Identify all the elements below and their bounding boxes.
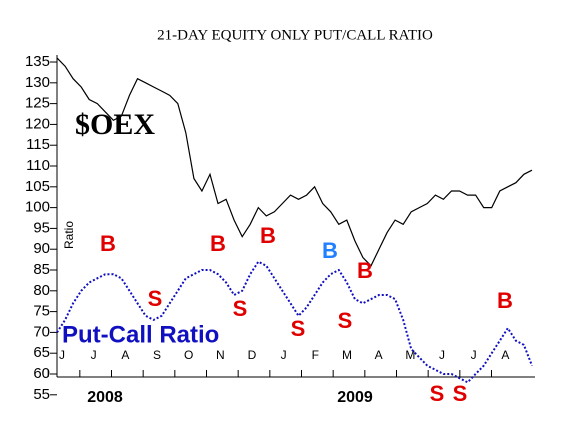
x-tick-label: J [471,348,477,362]
chart-title: 21-DAY EQUITY ONLY PUT/CALL RATIO [157,27,433,43]
signal-annotation: B [497,288,513,313]
x-tick-label: A [121,348,129,362]
year-label: 2008 [87,389,123,406]
series-line [56,260,533,384]
x-tick-label: A [501,348,509,362]
signal-annotation: B [357,258,373,283]
y-tick-label: 115 [26,136,50,153]
y-tick-label: 125 [25,95,50,112]
series-line [56,57,533,267]
x-tick-label: A [375,348,383,362]
x-tick-label: N [216,348,225,362]
year-label: 2009 [337,389,373,406]
signal-annotation: B [100,231,116,256]
y-tick-label: 60 [33,365,50,382]
signal-annotation: S [148,286,163,311]
y-tick-label: 70 [33,323,50,340]
x-tick-label: O [184,348,193,362]
signal-annotation: S [430,381,445,406]
y-tick-label: 65 [33,344,50,361]
series-label: $OEX [75,108,155,141]
x-tick-label: M [405,348,415,362]
y-tick-label: 90 [33,240,50,257]
x-tick-label: S [153,348,161,362]
y-tick-label: 120 [25,115,50,132]
y-tick-label: 130 [25,74,50,91]
y-axis-label: Ratio [62,221,76,249]
x-tick-label: J [91,348,97,362]
signal-annotation: S [233,296,248,321]
y-tick-label: 80 [33,282,50,299]
x-tick-label: J [439,348,445,362]
x-tick-label: D [248,348,257,362]
x-tick-label: J [281,348,287,362]
signal-annotation: S [453,381,468,406]
y-tick-label: 110 [26,157,50,174]
y-tick-label: 85 [33,261,50,278]
y-tick-label: 135 [25,53,50,70]
y-tick-label: 105 [25,178,50,195]
series-label: Put-Call Ratio [62,321,219,348]
x-tick-label: M [342,348,352,362]
signal-annotation: S [291,316,306,341]
y-tick-label: 95 [33,219,50,236]
signal-annotation: B [260,223,276,248]
signal-annotation: S [338,308,353,333]
signal-annotation: B [210,231,226,256]
signal-annotation: B [322,238,338,263]
x-tick-label: J [59,348,65,362]
y-tick-label: 55 [33,386,50,403]
y-tick-label: 75 [33,303,50,320]
y-tick-label: 100 [25,199,50,216]
x-tick-label: F [312,348,319,362]
